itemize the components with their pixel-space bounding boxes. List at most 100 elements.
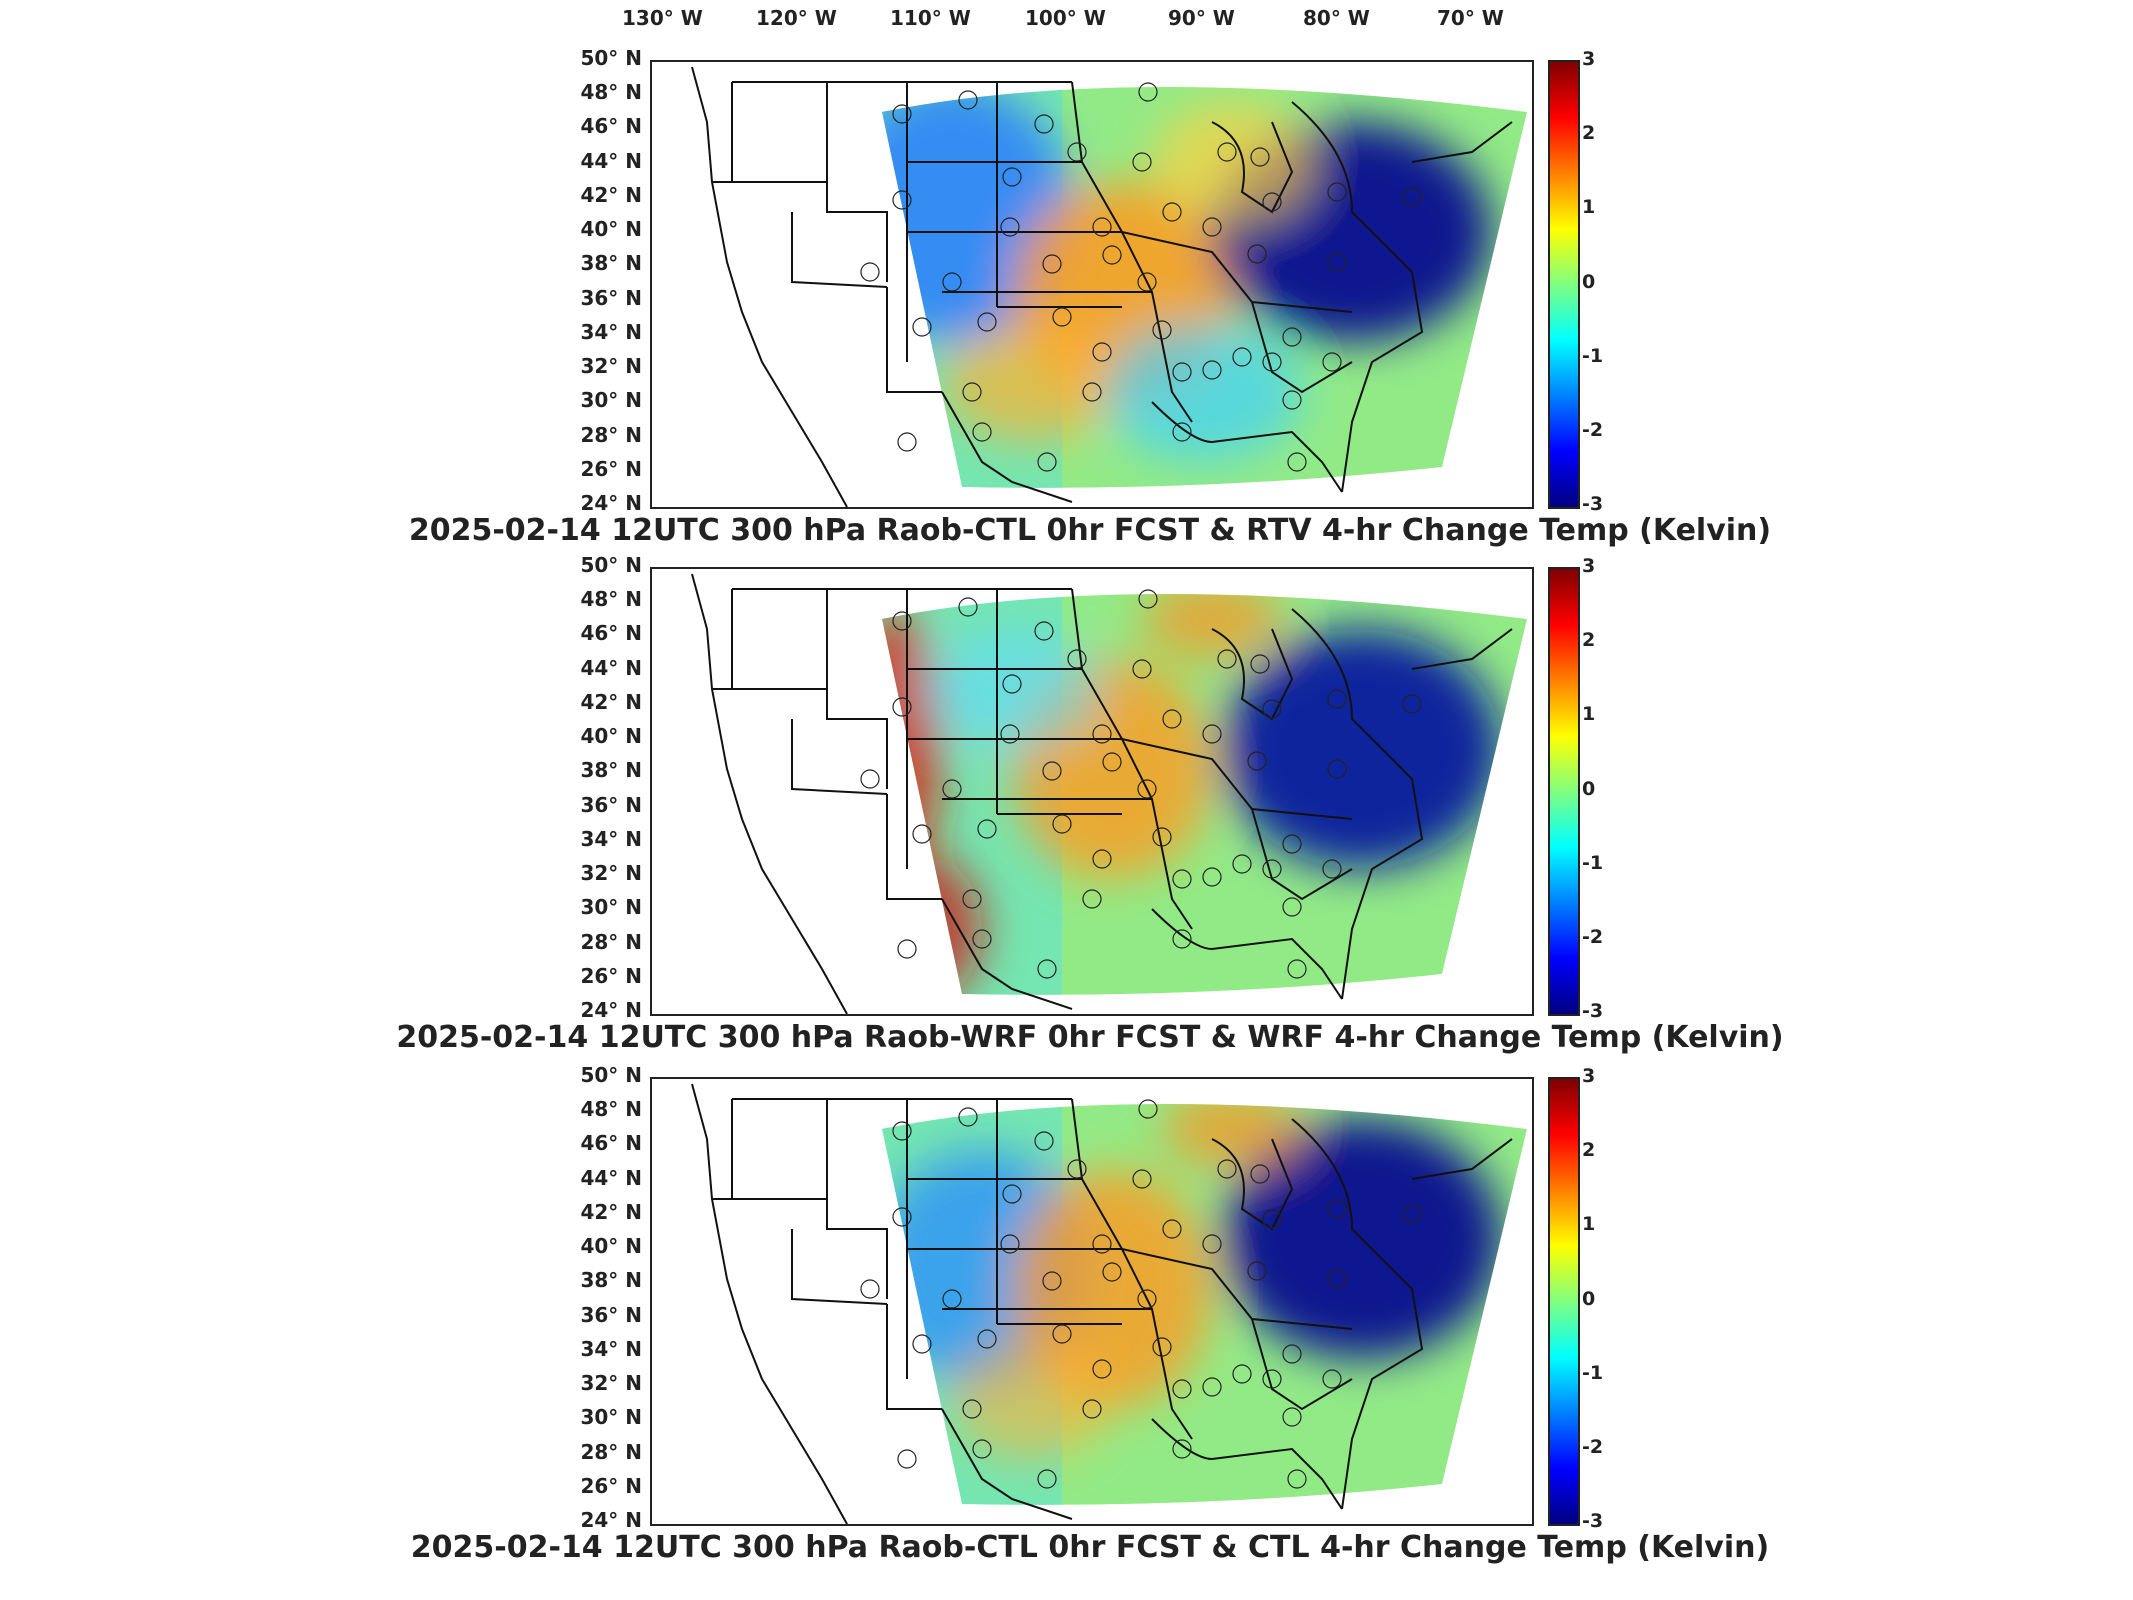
raob-station-marker	[1138, 589, 1158, 609]
raob-station-marker	[1102, 1262, 1122, 1282]
raob-station-marker	[1262, 699, 1282, 719]
raob-station-marker	[1282, 390, 1302, 410]
colorbar-tick-label: -1	[1582, 1361, 1604, 1384]
raob-station-marker	[1002, 167, 1022, 187]
raob-station-marker	[1132, 1169, 1152, 1189]
raob-station-marker	[1000, 1234, 1020, 1254]
raob-station-marker	[1092, 849, 1112, 869]
raob-station-marker	[1327, 182, 1347, 202]
colorbar-tick-label: 3	[1582, 1065, 1596, 1087]
panel-title: 2025-02-14 12UTC 300 hPa Raob-CTL 0hr FC…	[408, 513, 1772, 548]
raob-station-marker	[1202, 724, 1222, 744]
raob-station-marker	[1138, 1099, 1158, 1119]
raob-station-marker	[1202, 360, 1222, 380]
raob-station-marker	[1262, 1369, 1282, 1389]
raob-station-marker	[1102, 245, 1122, 265]
colorbar-tick-label: -2	[1582, 925, 1604, 948]
colorbar-tick-label: 3	[1582, 48, 1596, 70]
raob-station-marker	[942, 272, 962, 292]
lat-label: 26° N	[580, 1473, 642, 1498]
lat-label: 46° N	[580, 621, 642, 646]
raob-station-marker	[962, 382, 982, 402]
lat-label: 34° N	[580, 1336, 642, 1361]
raob-station-marker	[1137, 1289, 1157, 1309]
lat-label: 26° N	[580, 456, 642, 481]
colorbar-tick-label: 2	[1582, 122, 1596, 145]
raob-station-marker	[1217, 649, 1237, 669]
colorbar	[1548, 60, 1580, 509]
lat-label: 36° N	[580, 1302, 642, 1327]
raob-station-marker	[1152, 827, 1172, 847]
raob-station-marker	[1172, 362, 1192, 382]
raob-station-marker	[1322, 859, 1342, 879]
raob-station-marker	[1042, 254, 1062, 274]
raob-station-marker	[1262, 352, 1282, 372]
colorbar-tick-label: -2	[1582, 1435, 1604, 1458]
raob-station-marker	[1002, 674, 1022, 694]
raob-station-marker	[1082, 889, 1102, 909]
raob-station-marker	[1037, 959, 1057, 979]
raob-station-marker	[1287, 452, 1307, 472]
raob-station-marker	[1327, 1199, 1347, 1219]
raob-station-marker	[897, 432, 917, 452]
raob-station-marker	[1282, 1344, 1302, 1364]
raob-station-marker	[1217, 142, 1237, 162]
raob-station-marker	[1034, 1131, 1054, 1151]
raob-station-marker	[1322, 352, 1342, 372]
map-area	[650, 567, 1534, 1016]
raob-station-marker	[1402, 1204, 1422, 1224]
raob-station-marker	[1172, 929, 1192, 949]
raob-station-marker	[1132, 152, 1152, 172]
lat-label: 34° N	[580, 319, 642, 344]
raob-station-marker	[892, 190, 912, 210]
colorbar	[1548, 1077, 1580, 1526]
lat-label: 34° N	[580, 826, 642, 851]
lat-label: 28° N	[580, 1439, 642, 1464]
raob-station-marker	[897, 1449, 917, 1469]
raob-station-marker	[1202, 1377, 1222, 1397]
raob-station-marker	[1232, 1364, 1252, 1384]
raob-station-marker	[1092, 1359, 1112, 1379]
raob-station-marker	[1202, 867, 1222, 887]
lon-label: 120° W	[756, 6, 837, 30]
raob-station-marker	[1067, 142, 1087, 162]
colorbar-tick-label: 2	[1582, 629, 1596, 652]
colorbar-tick-label: 0	[1582, 270, 1596, 293]
lat-label: 30° N	[580, 388, 642, 413]
colorbar-tick-label: 1	[1582, 1213, 1596, 1236]
lat-label: 38° N	[580, 251, 642, 276]
raob-station-marker	[1082, 1399, 1102, 1419]
raob-station-marker	[1092, 342, 1112, 362]
raob-station-marker	[1247, 1261, 1267, 1281]
lat-label: 44° N	[580, 148, 642, 173]
raob-station-marker	[942, 779, 962, 799]
raob-station-marker	[1034, 114, 1054, 134]
raob-station-marker	[1067, 649, 1087, 669]
lat-label: 42° N	[580, 182, 642, 207]
map-area	[650, 1077, 1534, 1526]
lat-label: 40° N	[580, 217, 642, 242]
raob-station-marker	[860, 769, 880, 789]
raob-station-marker	[1322, 1369, 1342, 1389]
raob-station-marker	[892, 611, 912, 631]
raob-station-marker	[1250, 654, 1270, 674]
raob-station-marker	[1172, 1379, 1192, 1399]
raob-station-marker	[1092, 724, 1112, 744]
raob-station-marker	[1042, 1271, 1062, 1291]
raob-station-marker	[972, 1439, 992, 1459]
raob-station-marker	[1232, 347, 1252, 367]
raob-station-marker	[892, 1121, 912, 1141]
raob-station-marker	[1034, 621, 1054, 641]
raob-station-marker	[972, 422, 992, 442]
map-panel: 50° N 48° N 46° N 44° N 42° N 40° N 38° N 36° N…	[0, 46, 2133, 563]
lat-label: 30° N	[580, 895, 642, 920]
panel-title: 2025-02-14 12UTC 300 hPa Raob-CTL 0hr FC…	[410, 1530, 1770, 1565]
colorbar-tick-label: 1	[1582, 703, 1596, 726]
raob-station-marker	[1152, 1337, 1172, 1357]
colorbar-tick-label: -3	[1582, 1000, 1604, 1022]
raob-station-marker	[1067, 1159, 1087, 1179]
lat-label: 46° N	[580, 114, 642, 139]
raob-station-marker	[1327, 252, 1347, 272]
lat-label: 48° N	[580, 587, 642, 612]
lat-label: 26° N	[580, 963, 642, 988]
